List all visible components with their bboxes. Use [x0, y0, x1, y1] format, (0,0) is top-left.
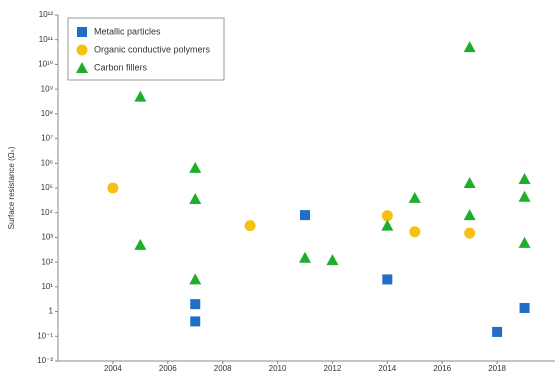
point	[381, 219, 394, 231]
y-tick-label: 10⁻¹	[37, 331, 53, 340]
y-tick-label: 10⁶	[41, 158, 53, 167]
y-tick-label: 10⁴	[41, 208, 54, 217]
x-tick-label: 2014	[378, 364, 396, 373]
y-tick-label: 10⁻²	[37, 356, 53, 365]
x-tick-label: 2004	[104, 364, 122, 373]
point	[518, 190, 531, 202]
point	[518, 173, 531, 185]
point	[299, 251, 311, 263]
x-tick-label: 2018	[488, 364, 506, 373]
point	[76, 62, 88, 73]
legend-label: Metallic particles	[94, 26, 161, 36]
x-tick-label: 2006	[159, 364, 177, 373]
y-tick-label: 10¹	[41, 282, 53, 291]
point	[492, 326, 503, 337]
point	[190, 299, 201, 310]
x-tick-label: 2016	[433, 364, 451, 373]
point	[107, 182, 119, 194]
point	[244, 220, 256, 232]
point	[190, 316, 201, 327]
x-tick-label: 2008	[214, 364, 232, 373]
y-tick-label: 10¹²	[39, 10, 54, 19]
point	[381, 210, 393, 222]
x-tick-label: 2010	[269, 364, 287, 373]
y-tick-label: 10³	[41, 233, 53, 242]
legend-label: Organic conductive polymers	[94, 44, 211, 54]
y-tick-label: 10¹¹	[39, 35, 54, 44]
point	[518, 236, 531, 248]
point	[382, 274, 393, 285]
point	[409, 226, 421, 238]
point	[77, 27, 87, 37]
y-tick-label: 10⁷	[41, 134, 53, 143]
x-tick-label: 2012	[324, 364, 342, 373]
point	[189, 192, 202, 204]
point	[189, 161, 202, 173]
y-tick-label: 10⁸	[41, 109, 53, 118]
y-tick-label: 10¹⁰	[38, 60, 53, 69]
point	[463, 176, 476, 188]
point	[408, 191, 421, 203]
point	[300, 210, 310, 221]
y-tick-label: 10²	[41, 257, 53, 266]
point	[76, 44, 88, 56]
point	[189, 273, 202, 285]
legend-box	[67, 17, 225, 81]
y-tick-label: 10⁵	[41, 183, 53, 192]
point	[464, 227, 476, 239]
point	[463, 41, 476, 53]
point	[463, 209, 476, 221]
point	[519, 302, 530, 313]
legend: Metallic particles Organic conductive pol…	[67, 17, 225, 81]
point	[326, 254, 339, 266]
point	[134, 90, 147, 102]
y-axis-label: Surface resistance (Ωₛ)	[7, 146, 16, 229]
point	[134, 238, 147, 250]
y-tick-label: 10⁹	[41, 84, 53, 93]
legend-label: Carbon fillers	[94, 62, 148, 72]
y-tick-label: 1	[49, 307, 54, 316]
